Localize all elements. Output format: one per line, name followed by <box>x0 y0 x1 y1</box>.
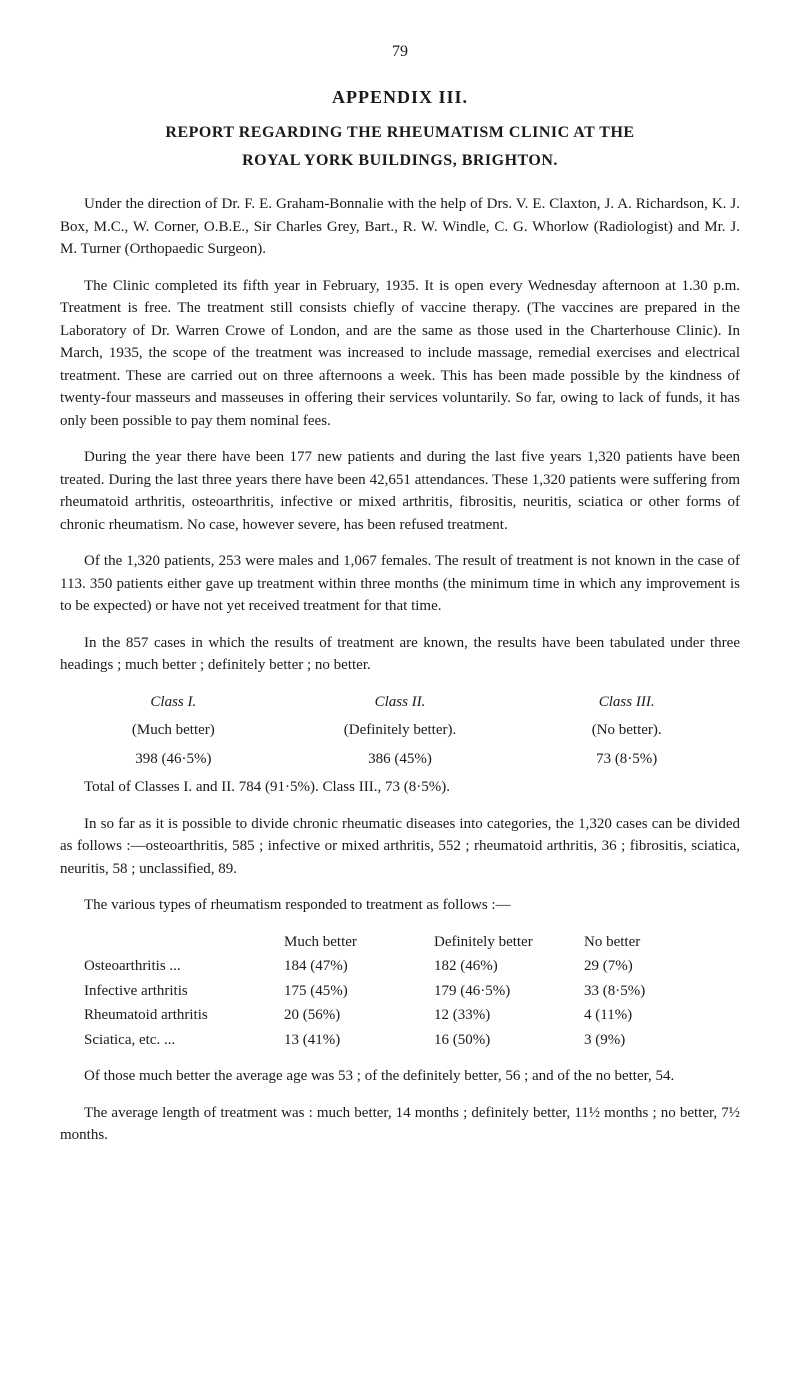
treatment-header-2: Definitely better <box>424 931 574 954</box>
treatment-1-c2: 179 (46·5%) <box>424 980 574 1003</box>
treatment-label-3: Sciatica, etc. ... <box>84 1029 274 1052</box>
report-title-line1: REPORT REGARDING THE RHEUMATISM CLINIC A… <box>60 121 740 145</box>
treatment-3-c1: 13 (41%) <box>274 1029 424 1052</box>
class-values-row: 398 (46·5%) 386 (45%) 73 (8·5%) <box>60 748 740 771</box>
appendix-title: APPENDIX III. <box>60 84 740 111</box>
treatment-3-c2: 16 (50%) <box>424 1029 574 1052</box>
document-page: 79 APPENDIX III. REPORT REGARDING THE RH… <box>0 0 800 1201</box>
treatment-table: Much better Definitely better No better … <box>84 931 740 1052</box>
class-2-value: 386 (45%) <box>368 751 432 767</box>
treatment-3-c3: 3 (9%) <box>574 1029 724 1052</box>
paragraph-6: In so far as it is possible to divide ch… <box>60 813 740 881</box>
treatment-row-2: Rheumatoid arthritis 20 (56%) 12 (33%) 4… <box>84 1004 740 1027</box>
treatment-0-c2: 182 (46%) <box>424 955 574 978</box>
paragraph-2: The Clinic completed its fifth year in F… <box>60 275 740 433</box>
treatment-row-0: Osteoarthritis ... 184 (47%) 182 (46%) 2… <box>84 955 740 978</box>
paragraph-8: Of those much better the average age was… <box>60 1065 740 1088</box>
treatment-2-c1: 20 (56%) <box>274 1004 424 1027</box>
class-1-header: Class I. <box>60 691 287 714</box>
paragraph-5: In the 857 cases in which the results of… <box>60 632 740 677</box>
treatment-0-c1: 184 (47%) <box>274 955 424 978</box>
treatment-header-row: Much better Definitely better No better <box>84 931 740 954</box>
class-header-row: Class I. Class II. Class III. <box>60 691 740 714</box>
treatment-header-1: Much better <box>274 931 424 954</box>
class-3-desc: (No better). <box>592 722 662 738</box>
page-number: 79 <box>60 40 740 64</box>
report-title-line2: ROYAL YORK BUILDINGS, BRIGHTON. <box>60 149 740 173</box>
treatment-1-c1: 175 (45%) <box>274 980 424 1003</box>
class-desc-row: (Much better) (Definitely better). (No b… <box>60 719 740 742</box>
treatment-2-c2: 12 (33%) <box>424 1004 574 1027</box>
treatment-row-1: Infective arthritis 175 (45%) 179 (46·5%… <box>84 980 740 1003</box>
treatment-1-c3: 33 (8·5%) <box>574 980 724 1003</box>
treatment-0-c3: 29 (7%) <box>574 955 724 978</box>
class-total-line: Total of Classes I. and II. 784 (91·5%).… <box>60 776 740 799</box>
treatment-label-0: Osteoarthritis ... <box>84 955 274 978</box>
treatment-row-3: Sciatica, etc. ... 13 (41%) 16 (50%) 3 (… <box>84 1029 740 1052</box>
paragraph-4: Of the 1,320 patients, 253 were males an… <box>60 550 740 618</box>
paragraph-1: Under the direction of Dr. F. E. Graham-… <box>60 193 740 261</box>
treatment-label-1: Infective arthritis <box>84 980 274 1003</box>
class-2-desc: (Definitely better). <box>344 722 456 738</box>
treatment-2-c3: 4 (11%) <box>574 1004 724 1027</box>
class-1-value: 398 (46·5%) <box>135 751 211 767</box>
class-1-desc: (Much better) <box>132 722 215 738</box>
paragraph-7: The various types of rheumatism responde… <box>60 894 740 917</box>
treatment-header-3: No better <box>574 931 724 954</box>
paragraph-3: During the year there have been 177 new … <box>60 446 740 536</box>
class-2-header: Class II. <box>287 691 514 714</box>
class-3-header: Class III. <box>513 691 740 714</box>
class-3-value: 73 (8·5%) <box>596 751 657 767</box>
treatment-label-2: Rheumatoid arthritis <box>84 1004 274 1027</box>
treatment-header-blank <box>84 931 274 954</box>
paragraph-9: The average length of treatment was : mu… <box>60 1102 740 1147</box>
